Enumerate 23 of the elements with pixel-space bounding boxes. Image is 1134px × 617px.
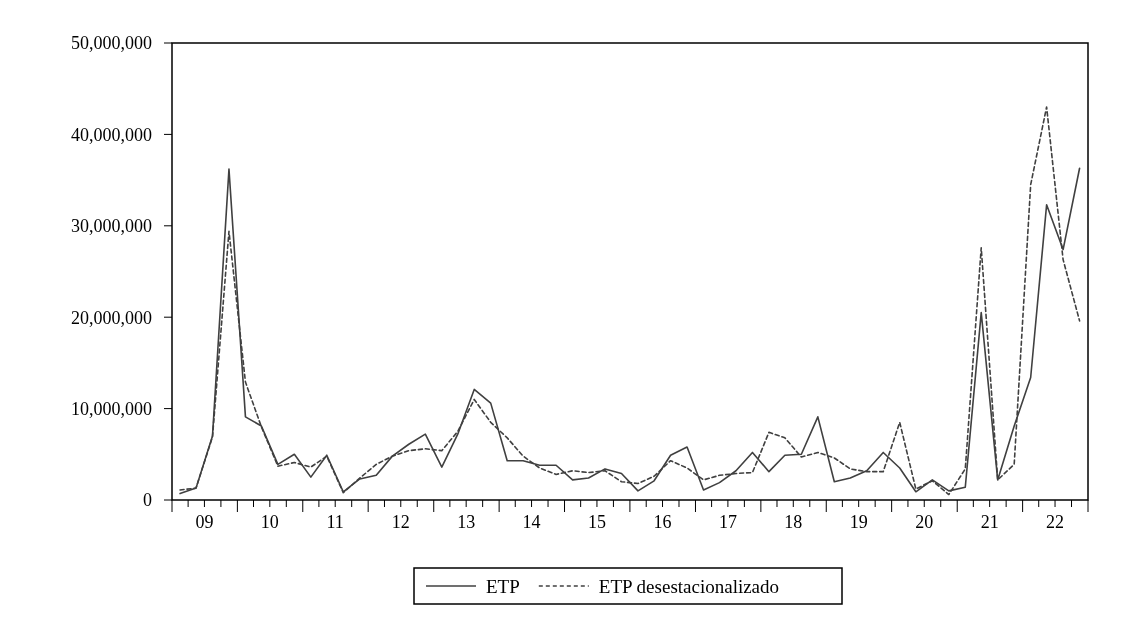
x-tick-label: 10 bbox=[260, 512, 279, 532]
x-tick-label: 13 bbox=[457, 512, 476, 532]
x-tick-label: 18 bbox=[784, 512, 803, 532]
y-tick-label: 0 bbox=[143, 490, 152, 511]
x-tick-label: 15 bbox=[587, 512, 606, 532]
line-series bbox=[179, 106, 1081, 496]
legend-label: ETP desestacionalizado bbox=[598, 575, 780, 597]
x-tick-label: 19 bbox=[849, 512, 868, 532]
x-tick-label: 21 bbox=[980, 512, 999, 532]
x-tick-label: 20 bbox=[915, 512, 934, 532]
legend-label: ETP bbox=[486, 575, 520, 597]
x-tick-label: 14 bbox=[522, 512, 541, 532]
y-tick-label: 20,000,000 bbox=[71, 307, 152, 328]
x-tick-label: 12 bbox=[391, 512, 410, 532]
x-tick-label: 16 bbox=[653, 512, 672, 532]
x-tick-label: 22 bbox=[1046, 512, 1065, 532]
x-tick-label: 17 bbox=[718, 512, 737, 532]
x-tick-label: 09 bbox=[195, 512, 214, 532]
y-tick-label: 30,000,000 bbox=[71, 216, 152, 237]
y-tick-label: 50,000,000 bbox=[71, 33, 152, 54]
y-tick-label: 40,000,000 bbox=[71, 124, 152, 145]
x-tick-label: 11 bbox=[326, 512, 344, 532]
y-tick-label: 10,000,000 bbox=[71, 398, 152, 419]
